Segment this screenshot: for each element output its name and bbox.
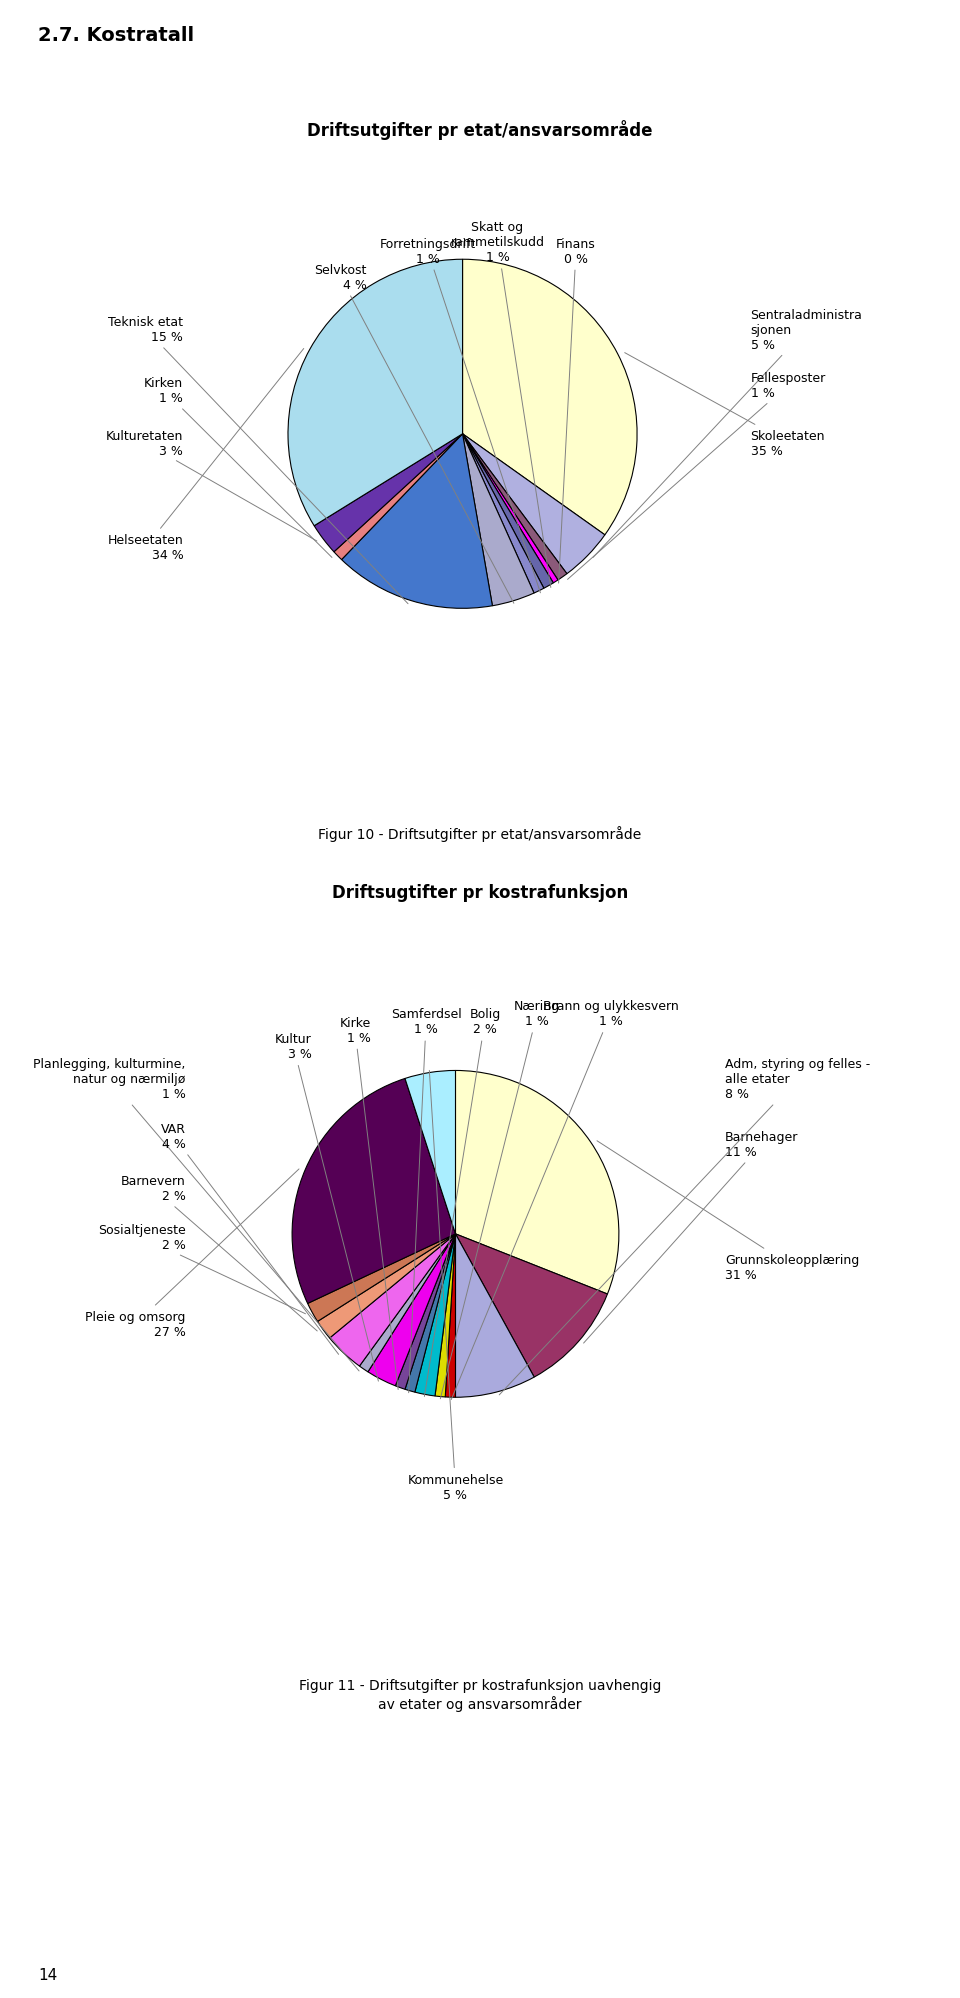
Wedge shape bbox=[463, 436, 544, 593]
Text: Figur 10 - Driftsutgifter pr etat/ansvarsområde: Figur 10 - Driftsutgifter pr etat/ansvar… bbox=[319, 825, 641, 841]
Text: Selvkost
4 %: Selvkost 4 % bbox=[314, 264, 514, 603]
Text: Kirke
1 %: Kirke 1 % bbox=[339, 1017, 398, 1391]
Wedge shape bbox=[463, 260, 637, 535]
Text: Adm, styring og felles -
alle etater
8 %: Adm, styring og felles - alle etater 8 % bbox=[499, 1057, 871, 1395]
Text: Næring
1 %: Næring 1 % bbox=[441, 999, 561, 1399]
Wedge shape bbox=[415, 1235, 455, 1397]
Wedge shape bbox=[463, 436, 567, 581]
Wedge shape bbox=[318, 1235, 455, 1339]
Wedge shape bbox=[334, 436, 463, 559]
Wedge shape bbox=[359, 1235, 455, 1373]
Wedge shape bbox=[307, 1235, 455, 1323]
Wedge shape bbox=[329, 1235, 455, 1367]
Text: Kultur
3 %: Kultur 3 % bbox=[275, 1033, 378, 1381]
Title: Driftsugtifter pr kostrafunksjon: Driftsugtifter pr kostrafunksjon bbox=[332, 883, 628, 901]
Text: Kulturetaten
3 %: Kulturetaten 3 % bbox=[106, 430, 317, 541]
Text: Forretningsdrift
1 %: Forretningsdrift 1 % bbox=[379, 238, 540, 593]
Wedge shape bbox=[292, 1079, 455, 1305]
Text: Barnehager
11 %: Barnehager 11 % bbox=[584, 1131, 799, 1343]
Text: Skatt og
rammetilskudd
1 %: Skatt og rammetilskudd 1 % bbox=[450, 222, 551, 587]
Wedge shape bbox=[342, 436, 492, 609]
Wedge shape bbox=[455, 1235, 534, 1397]
Text: Kommunehelse
5 %: Kommunehelse 5 % bbox=[407, 1071, 504, 1500]
Text: Grunnskoleopplæring
31 %: Grunnskoleopplæring 31 % bbox=[597, 1141, 859, 1281]
Wedge shape bbox=[368, 1235, 455, 1387]
Wedge shape bbox=[455, 1235, 608, 1377]
Text: Figur 11 - Driftsutgifter pr kostrafunksjon uavhengig
av etater og ansvarsområde: Figur 11 - Driftsutgifter pr kostrafunks… bbox=[299, 1678, 661, 1710]
Wedge shape bbox=[435, 1235, 455, 1397]
Text: Pleie og omsorg
27 %: Pleie og omsorg 27 % bbox=[85, 1169, 299, 1339]
Text: Planlegging, kulturmine,
natur og nærmiljø
1 %: Planlegging, kulturmine, natur og nærmil… bbox=[34, 1057, 359, 1371]
Wedge shape bbox=[463, 436, 534, 607]
Text: Kirken
1 %: Kirken 1 % bbox=[144, 378, 332, 557]
Text: 2.7. Kostratall: 2.7. Kostratall bbox=[38, 26, 195, 46]
Wedge shape bbox=[445, 1235, 455, 1397]
Text: Fellesposter
1 %: Fellesposter 1 % bbox=[567, 372, 826, 579]
Wedge shape bbox=[405, 1071, 455, 1235]
Text: Sentraladministra
sjonen
5 %: Sentraladministra sjonen 5 % bbox=[593, 308, 862, 557]
Wedge shape bbox=[405, 1235, 455, 1393]
Title: Driftsutgifter pr etat/ansvarsområde: Driftsutgifter pr etat/ansvarsområde bbox=[307, 120, 653, 140]
Text: Finans
0 %: Finans 0 % bbox=[556, 238, 596, 583]
Text: VAR
4 %: VAR 4 % bbox=[161, 1123, 339, 1355]
Wedge shape bbox=[396, 1235, 455, 1389]
Wedge shape bbox=[463, 436, 605, 573]
Text: Barnevern
2 %: Barnevern 2 % bbox=[121, 1175, 317, 1331]
Text: Samferdsel
1 %: Samferdsel 1 % bbox=[391, 1007, 462, 1393]
Wedge shape bbox=[288, 260, 463, 527]
Text: Skoleetaten
35 %: Skoleetaten 35 % bbox=[625, 354, 825, 458]
Text: Helseetaten
34 %: Helseetaten 34 % bbox=[108, 350, 303, 561]
Text: 14: 14 bbox=[38, 1966, 58, 1982]
Wedge shape bbox=[455, 1071, 619, 1295]
Wedge shape bbox=[463, 436, 553, 589]
Wedge shape bbox=[463, 436, 558, 583]
Text: Sosialtjeneste
2 %: Sosialtjeneste 2 % bbox=[98, 1223, 305, 1315]
Text: Brann og ulykkesvern
1 %: Brann og ulykkesvern 1 % bbox=[451, 999, 679, 1401]
Text: Teknisk etat
15 %: Teknisk etat 15 % bbox=[108, 316, 408, 603]
Text: Bolig
2 %: Bolig 2 % bbox=[424, 1007, 500, 1397]
Wedge shape bbox=[314, 436, 463, 553]
